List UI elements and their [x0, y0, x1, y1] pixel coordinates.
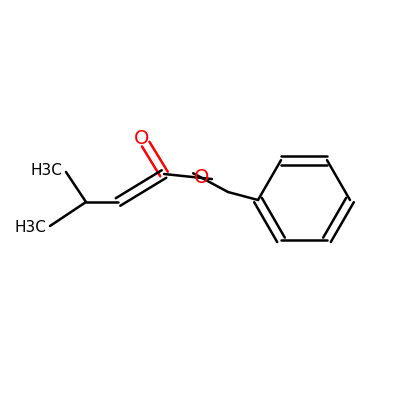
Text: H3C: H3C: [30, 162, 62, 178]
Text: H3C: H3C: [14, 220, 46, 236]
Text: O: O: [194, 168, 210, 188]
Text: O: O: [134, 128, 150, 148]
